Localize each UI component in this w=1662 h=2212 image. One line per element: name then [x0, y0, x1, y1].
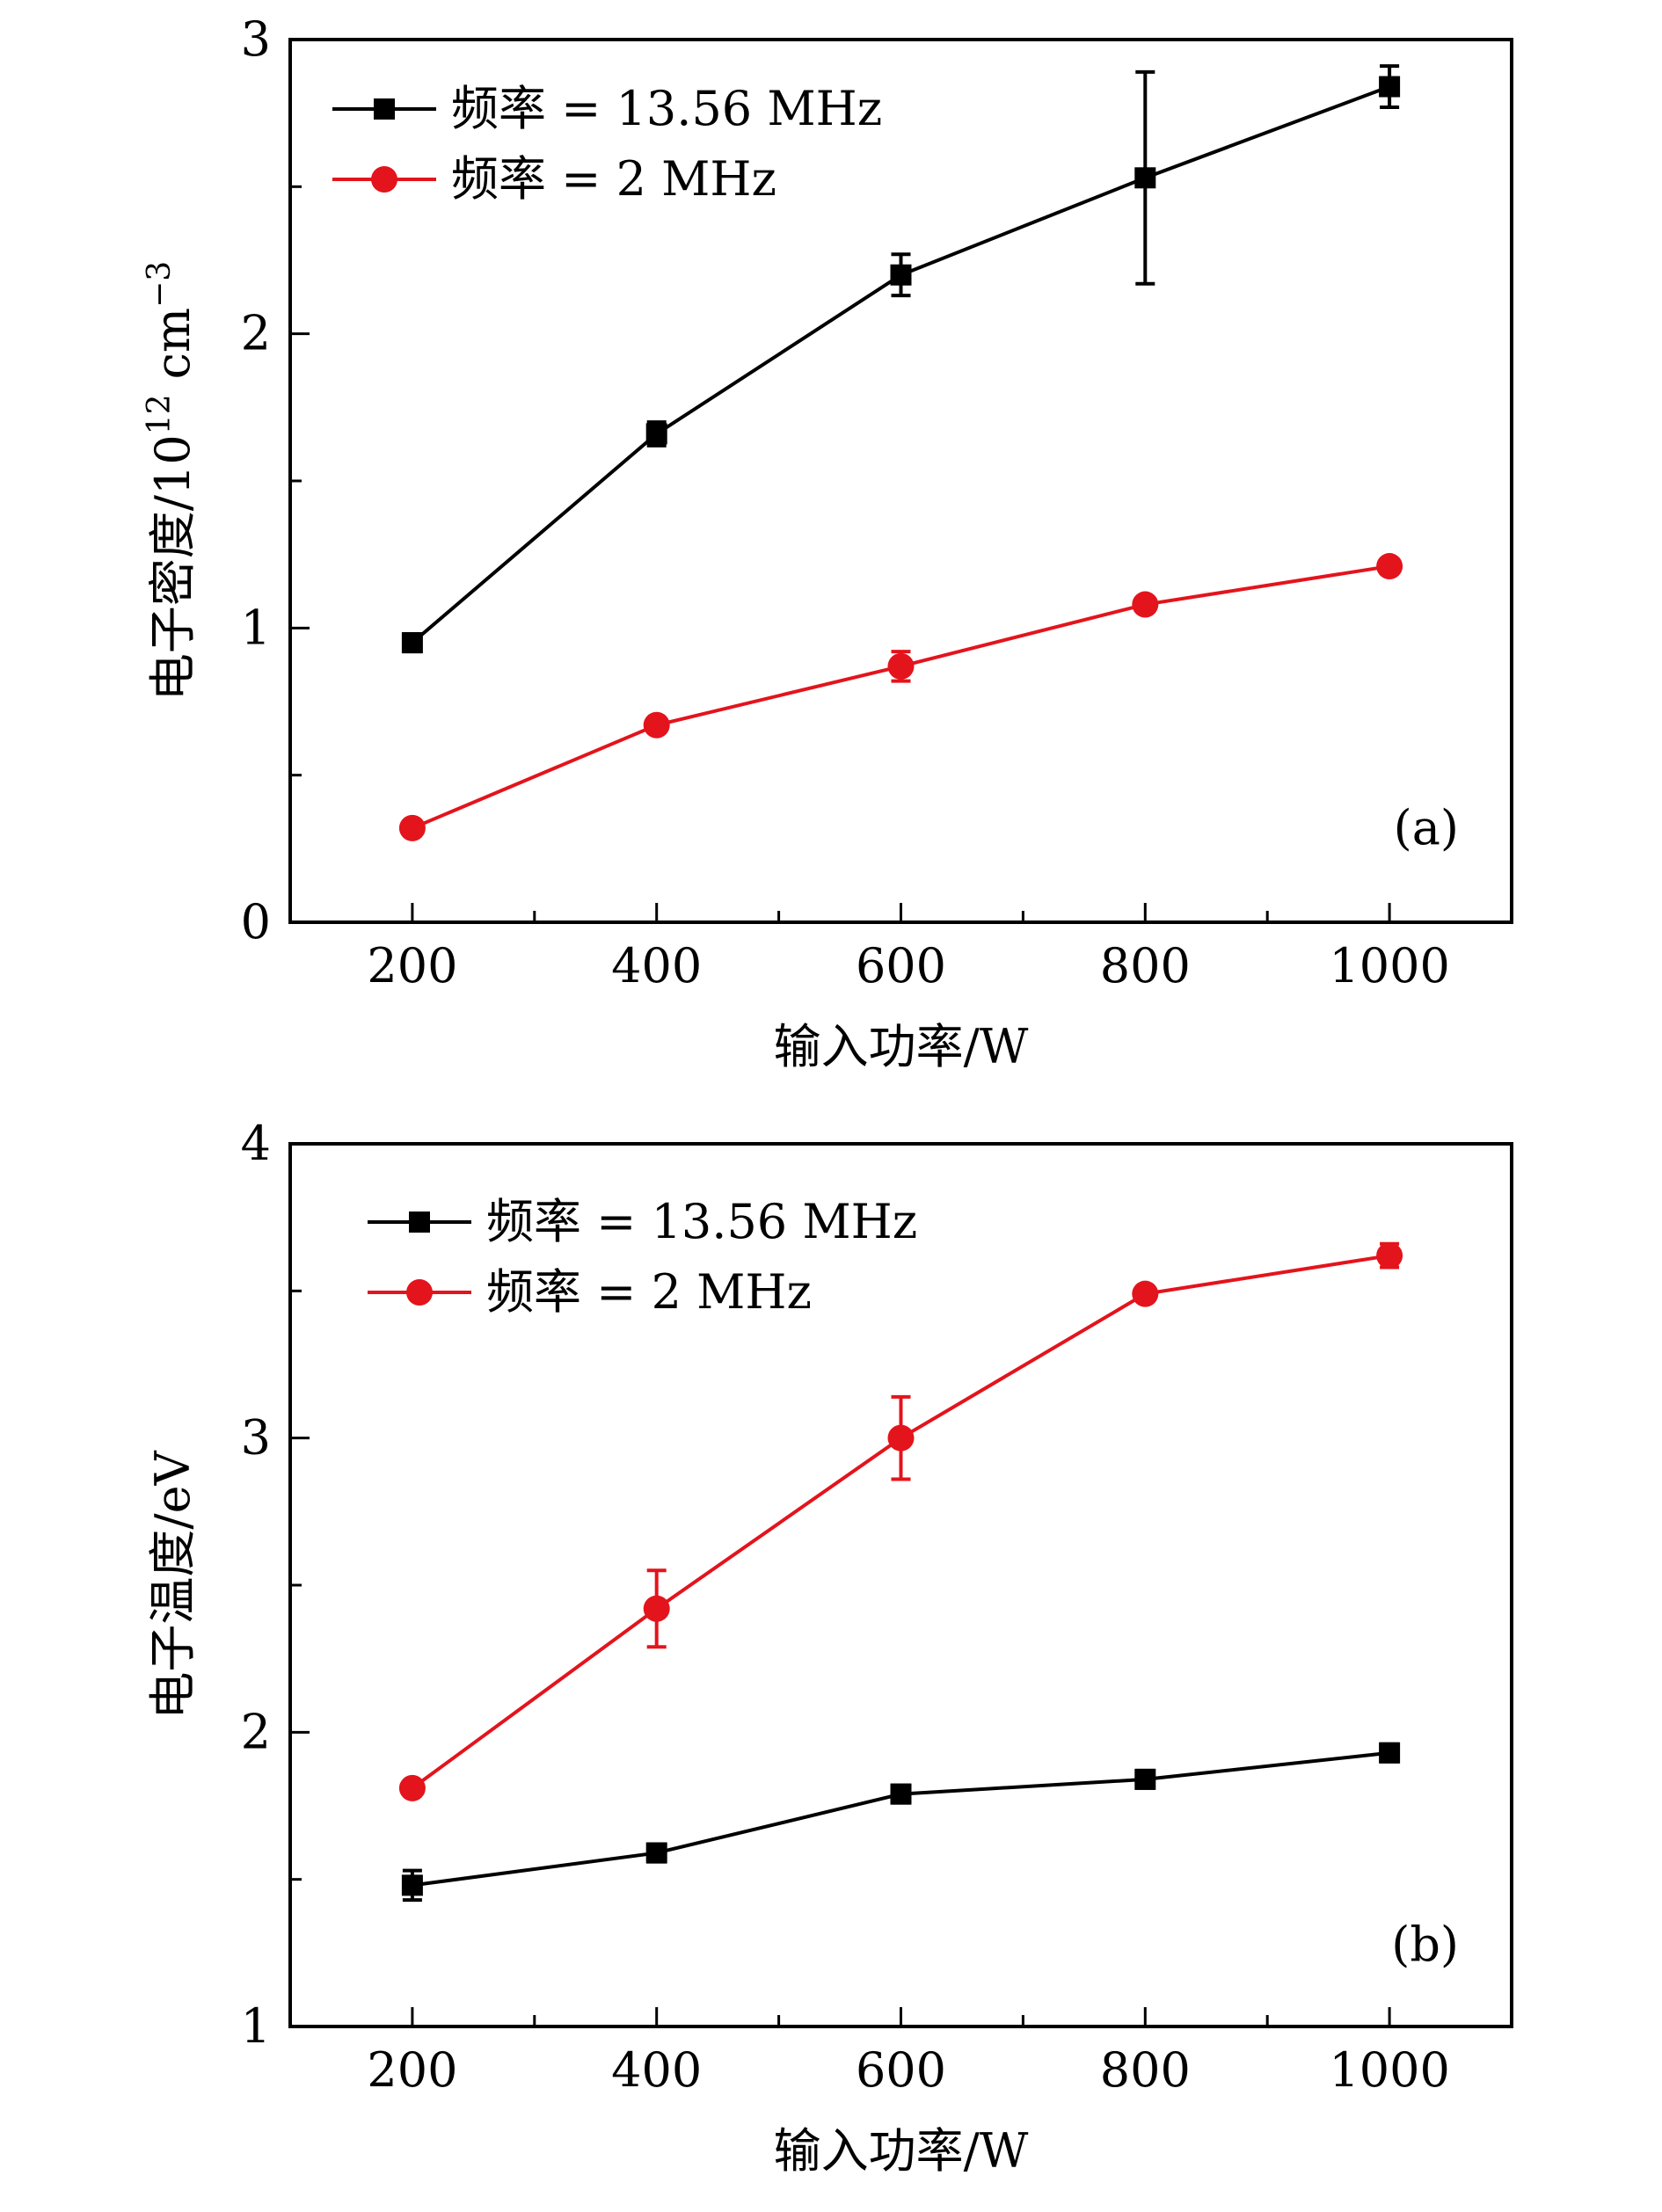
- y-tick-label: 1: [241, 1998, 271, 2054]
- data-point: [398, 1774, 426, 1801]
- series-2mhz: [398, 1241, 1403, 1801]
- data-point: [890, 264, 912, 286]
- data-point: [398, 814, 426, 841]
- y-tick-label: 1: [241, 600, 271, 655]
- x-tick-label: 800: [1100, 2042, 1191, 2098]
- y-tick-label: 2: [241, 1704, 271, 1759]
- series-line: [412, 1750, 1390, 1888]
- series-2mhz: [398, 553, 1403, 841]
- y-axis-label: 电子密度/1012 cm−3: [142, 261, 200, 701]
- y-axis-label-exponent: 12: [142, 394, 178, 434]
- data-point: [643, 1595, 670, 1622]
- y-axis-label: 电子温度/eV: [145, 1450, 200, 1719]
- data-point: [1132, 591, 1159, 618]
- data-point: [645, 1842, 667, 1864]
- data-point: [1379, 1742, 1401, 1764]
- y-tick-label: 0: [241, 894, 271, 950]
- x-tick-label: 400: [611, 938, 702, 993]
- y-tick-label: 4: [241, 1116, 271, 1171]
- legend-label: 频率 = 2 MHz: [451, 151, 776, 207]
- y-tick-label: 3: [241, 11, 271, 67]
- x-tick-label: 1000: [1329, 2042, 1449, 2098]
- data-point: [643, 711, 670, 739]
- plot-frame: [288, 1142, 1513, 2028]
- legend-label: 频率 = 13.56 MHz: [451, 81, 882, 136]
- x-tick-label: 200: [367, 938, 457, 993]
- legend-marker: [406, 1279, 433, 1306]
- series-13-56mhz: [401, 1742, 1401, 1903]
- data-point: [1379, 76, 1401, 98]
- legend-label: 频率 = 13.56 MHz: [486, 1194, 917, 1249]
- data-point: [887, 652, 915, 680]
- y-tick-label: 2: [241, 306, 271, 361]
- data-point: [887, 1424, 915, 1452]
- x-tick-label: 600: [856, 938, 946, 993]
- legend-marker: [409, 1212, 430, 1233]
- x-tick-label: 600: [856, 2042, 946, 2098]
- x-axis-label: 输入功率/W: [774, 1019, 1029, 1074]
- y-axis-label-exponent: −3: [142, 261, 178, 308]
- x-tick-label: 1000: [1329, 938, 1449, 993]
- legend-marker: [374, 98, 395, 120]
- series-line: [411, 1254, 1390, 1790]
- panel-b: 200 400 600 800 1000 1 2 3 4 输入功率/W 电子温度/eV (b) 频率 =…: [145, 1116, 1513, 2179]
- series-13-56mhz: [401, 64, 1401, 654]
- data-point: [1134, 167, 1156, 189]
- x-tick-label: 800: [1100, 938, 1191, 993]
- legend-marker: [371, 166, 397, 193]
- data-point: [1132, 1280, 1159, 1307]
- y-axis-label-main: 电子密度/10: [145, 434, 200, 701]
- data-point: [645, 423, 667, 445]
- data-point: [1376, 553, 1403, 580]
- y-tick-label: 3: [241, 1410, 271, 1466]
- x-tick-label: 200: [367, 2042, 457, 2098]
- panel-label: (a): [1394, 800, 1459, 855]
- data-point: [1376, 1242, 1403, 1270]
- legend-label: 频率 = 2 MHz: [486, 1264, 812, 1320]
- x-axis-label: 输入功率/W: [774, 2123, 1029, 2179]
- series-line: [412, 564, 1390, 830]
- y-axis-label-unit: cm: [145, 308, 200, 395]
- data-point: [1134, 1768, 1156, 1790]
- data-point: [401, 632, 423, 654]
- data-point: [401, 1874, 423, 1896]
- x-tick-label: 400: [611, 2042, 702, 2098]
- panel-label: (b): [1391, 1917, 1459, 1972]
- data-point: [890, 1783, 912, 1805]
